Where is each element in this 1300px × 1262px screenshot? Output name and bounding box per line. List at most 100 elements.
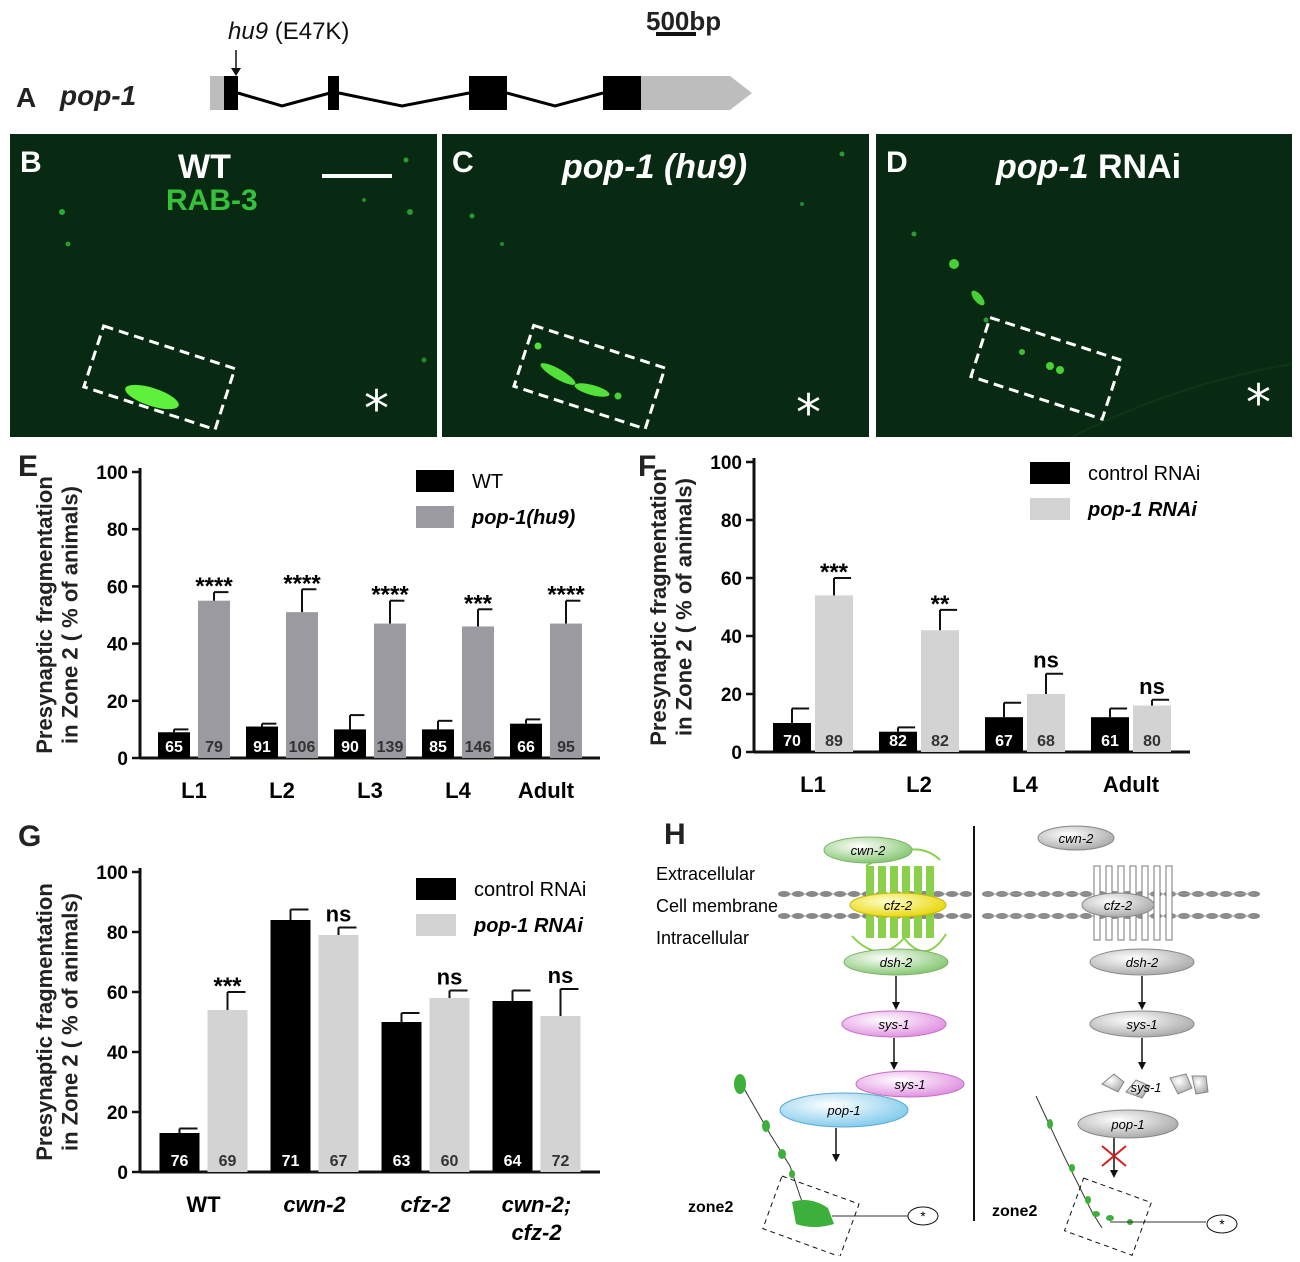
lipid-head (834, 891, 846, 897)
lipid-head (834, 913, 846, 919)
micrograph-b-subtitle: RAB-3 (166, 184, 258, 217)
zone2-label-right: zone2 (992, 1203, 1037, 1220)
svg-text:sys-1: sys-1 (1130, 1080, 1161, 1095)
y-tick-label: 60 (721, 569, 742, 590)
lipid-head (946, 891, 958, 897)
legend-swatch (416, 506, 454, 528)
significance-label: **** (283, 570, 321, 597)
y-tick-label: 100 (96, 863, 128, 884)
x-category-label: cfz-2 (400, 1192, 451, 1217)
intron-1 (237, 91, 331, 108)
y-tick-label: 100 (96, 463, 128, 484)
legend-label: pop-1 RNAi (473, 915, 583, 937)
n-label: 95 (557, 739, 575, 756)
allele-arrow-head (231, 68, 241, 76)
bar (374, 623, 406, 758)
utr5 (210, 76, 224, 110)
x-category-label: L1 (800, 772, 826, 797)
svg-text:cwn-2: cwn-2 (1059, 831, 1094, 846)
gene-model (210, 32, 752, 110)
svg-text:sys-1: sys-1 (894, 1077, 925, 1092)
bar (318, 935, 359, 1172)
bar (879, 731, 917, 752)
bar (815, 595, 853, 752)
bar (270, 920, 311, 1172)
micrograph-d-title: pop-1 RNAi (996, 148, 1182, 186)
x-category-label: Adult (1103, 772, 1160, 797)
panel-g-letter: G (18, 820, 42, 853)
micrograph-b: B WT RAB-3 * (10, 134, 437, 437)
x-category-label: L4 (1012, 772, 1038, 797)
lipid-head (848, 891, 860, 897)
legend-label: pop-1(hu9) (471, 507, 576, 529)
allele-mutation: (E47K) (274, 18, 350, 45)
lipid-head (932, 891, 944, 897)
sys-1-node-right-a: sys-1 (1089, 1010, 1195, 1038)
bar (1133, 705, 1171, 752)
bar (246, 726, 278, 758)
legend-swatch (416, 878, 456, 900)
y-tick-label: 0 (117, 749, 128, 770)
allele-label: hu9 (E47K) (228, 18, 349, 46)
utr3 (641, 76, 752, 110)
legend-label: control RNAi (1088, 463, 1200, 485)
micrograph-c-image (469, 151, 845, 431)
intron-3 (506, 91, 604, 108)
gene-name: pop-1 (60, 80, 137, 111)
significance-label: ** (931, 591, 950, 618)
panel-c-letter: C (452, 146, 474, 179)
y-tick-label: 60 (107, 577, 128, 598)
bar (158, 732, 190, 758)
bar (985, 717, 1023, 752)
cwn-2-node-right: cwn-2 (1037, 825, 1115, 851)
extracellular-label: Extracellular (656, 864, 755, 884)
n-label: 61 (1101, 733, 1119, 750)
n-label: 60 (441, 1153, 459, 1170)
x-category-label: L2 (269, 778, 295, 803)
zone2-box-c (512, 323, 667, 431)
x-category-label: cwn-2; (502, 1192, 572, 1217)
zone2-box (81, 324, 237, 432)
significance-label: ns (1139, 674, 1165, 699)
n-label: 71 (282, 1153, 300, 1170)
lipid-head (932, 913, 944, 919)
panel-d-letter: D (886, 146, 908, 179)
svg-text:pop-1: pop-1 (826, 1103, 860, 1118)
x-category-label: WT (186, 1192, 221, 1217)
allele-name: hu9 (228, 18, 269, 45)
sys-1-node-right-b-fragmented: sys-1 (1101, 1073, 1209, 1099)
n-label: 67 (330, 1153, 348, 1170)
micrograph-b-title: WT (178, 148, 231, 186)
svg-text:pop-1: pop-1 (1110, 1117, 1144, 1132)
n-label: 68 (1037, 733, 1055, 750)
legend-swatch (416, 470, 454, 492)
bar (921, 630, 959, 752)
y-tick-label: 40 (107, 635, 128, 656)
inhibited-cross-icon (1101, 1145, 1127, 1167)
n-label: 70 (783, 733, 801, 750)
svg-text:*: * (920, 1208, 926, 1224)
y-tick-label: 0 (731, 743, 742, 764)
zone2-box-d (969, 315, 1124, 422)
bar (334, 729, 366, 758)
lipid-head (792, 913, 804, 919)
lipid-head (806, 913, 818, 919)
y-tick-label: 80 (107, 520, 128, 541)
exon-3 (469, 76, 507, 110)
n-label: 64 (504, 1153, 522, 1170)
y-axis-label: Presynaptic fragmentationin Zone 2 ( % o… (32, 476, 82, 754)
x-category-label: cwn-2 (283, 1192, 346, 1217)
cell-body-star-c: * (796, 384, 821, 437)
n-label: 66 (517, 739, 535, 756)
lipid-head (820, 891, 832, 897)
x-category-label: L1 (181, 778, 207, 803)
y-tick-label: 40 (721, 627, 742, 648)
cwn-2-node-left: cwn-2 (823, 836, 913, 864)
n-label: 65 (165, 739, 183, 756)
sys-1-node-left-b: sys-1 (855, 1070, 965, 1098)
panel-a-letter: A (16, 82, 37, 113)
svg-text:*: * (1219, 1216, 1225, 1232)
exon-1 (224, 76, 238, 110)
cfz-2-node-left: cfz-2 (849, 892, 947, 918)
significance-label: **** (371, 582, 409, 609)
